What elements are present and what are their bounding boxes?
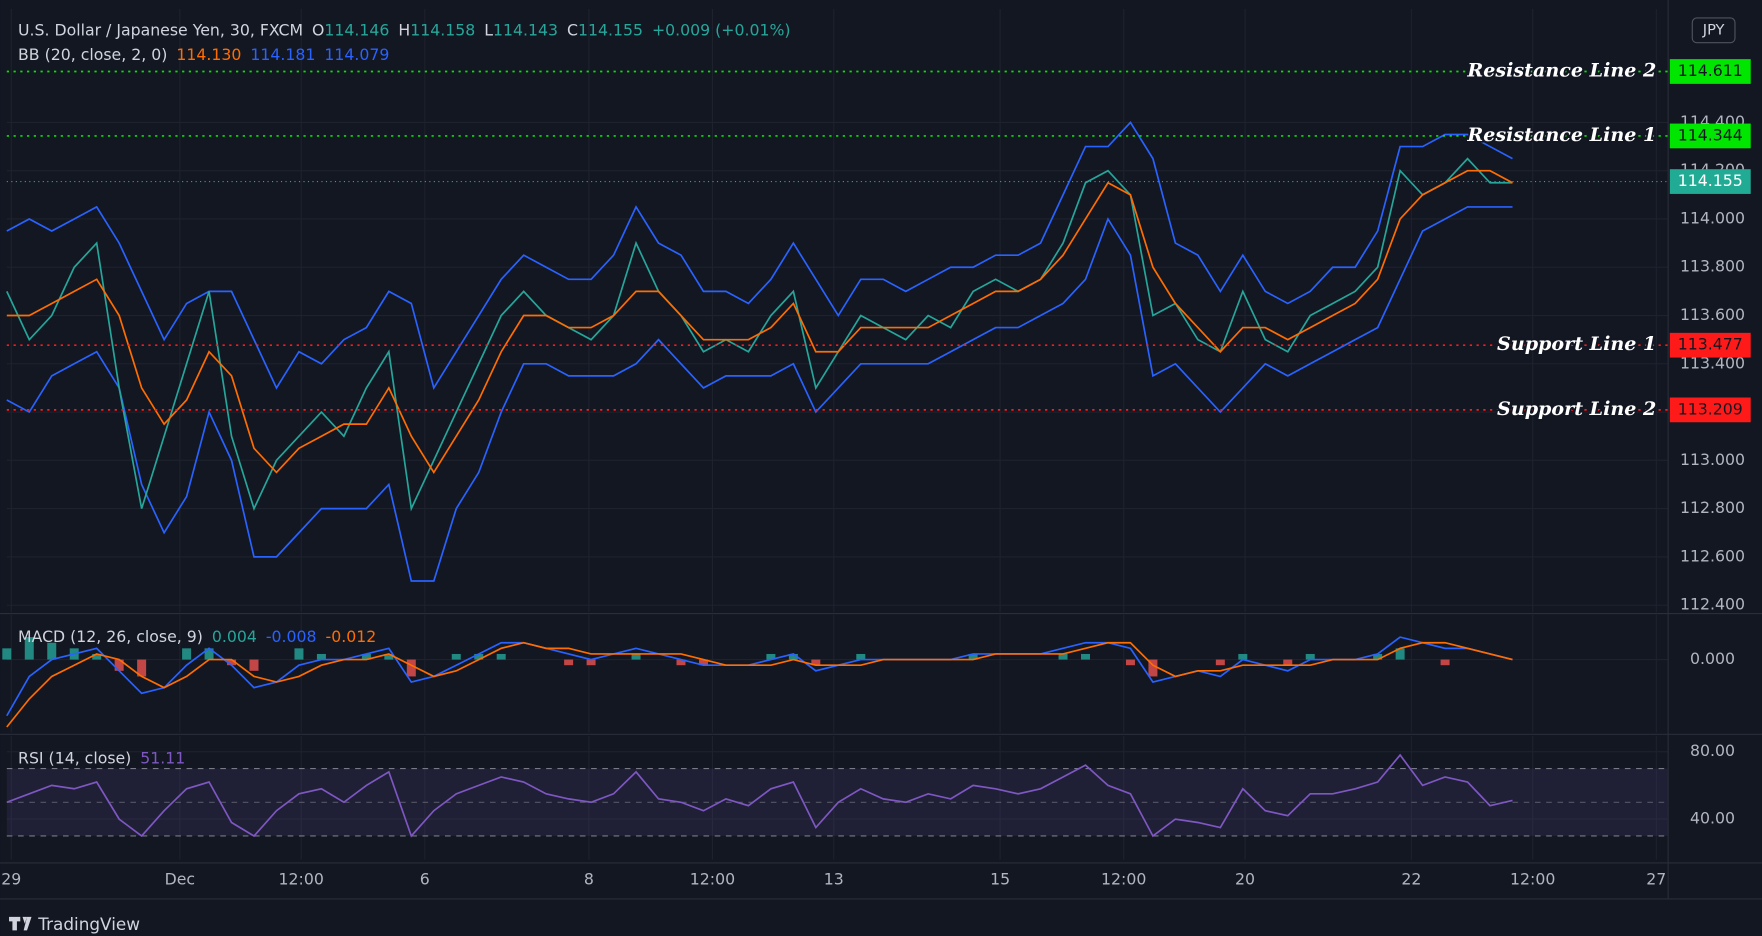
x-tick-label: 15 (990, 869, 1010, 888)
x-tick-label: 13 (824, 869, 844, 888)
histogram-bar (452, 654, 461, 660)
x-tick-label: 12:00 (279, 869, 324, 888)
ohlc-value: 114.158 (410, 20, 475, 39)
x-tick-label: Dec (165, 869, 195, 888)
histogram-bar (1081, 654, 1090, 660)
indicator-value: -0.008 (266, 627, 317, 646)
histogram-bar (2, 648, 11, 659)
y-tick-label: 112.400 (1680, 595, 1745, 614)
level-label: Support Line 1 (1497, 332, 1656, 355)
change: +0.009 (+0.01%) (652, 20, 791, 39)
y-tick-label: 113.600 (1680, 305, 1745, 324)
level-label: Resistance Line 2 (1466, 59, 1656, 82)
indicator-value: 114.181 (250, 45, 315, 64)
indicator-value: 51.11 (140, 748, 185, 767)
level-price: 113.209 (1678, 399, 1743, 418)
histogram-bar (497, 654, 506, 660)
histogram-bar (182, 648, 191, 659)
legend: U.S. Dollar / Japanese Yen, 30, FXCMO114… (18, 20, 791, 39)
x-tick-label: 6 (420, 869, 430, 888)
y-tick-label: 113.000 (1680, 450, 1745, 469)
x-tick-label: 20 (1235, 869, 1255, 888)
x-tick-label: 29 (1, 869, 21, 888)
ohlc-label: O (312, 20, 324, 39)
indicator-value: 0.004 (212, 627, 257, 646)
level-price: 113.477 (1678, 335, 1743, 354)
ohlc-value: 114.155 (578, 20, 643, 39)
y-tick-label: 112.800 (1680, 498, 1745, 517)
indicator-value: 114.079 (324, 45, 389, 64)
ohlc-label: L (484, 20, 493, 39)
indicator-value: -0.012 (326, 627, 377, 646)
level-label: Resistance Line 1 (1466, 123, 1656, 146)
y-tick-label: 112.600 (1680, 546, 1745, 565)
ohlc-label: H (398, 20, 410, 39)
histogram-bar (564, 660, 573, 666)
legend-title: RSI (14, close) (18, 748, 131, 767)
y-tick-label: 80.00 (1690, 741, 1735, 760)
level-price: 114.344 (1678, 125, 1743, 144)
ohlc-label: C (567, 20, 578, 39)
currency: JPY (1702, 21, 1725, 38)
x-tick-label: 12:00 (1510, 869, 1555, 888)
histogram-bar (250, 660, 259, 671)
histogram-bar (294, 648, 303, 659)
level-price: 114.611 (1678, 61, 1743, 80)
y-tick-label: 114.000 (1680, 208, 1745, 227)
histogram-bar (1126, 660, 1135, 666)
y-tick-label: 0.000 (1690, 649, 1735, 668)
y-tick-label: 40.00 (1690, 809, 1735, 828)
brand: TradingView (37, 914, 140, 934)
last-price: 114.155 (1678, 171, 1743, 190)
legend-title: MACD (12, 26, close, 9) (18, 627, 203, 646)
indicator-title: BB (20, close, 2, 0) (18, 45, 167, 64)
legend-title: U.S. Dollar / Japanese Yen, 30, FXCM (18, 20, 303, 39)
legend: RSI (14, close) 51.11 (18, 748, 185, 767)
indicator-value: 114.130 (176, 45, 241, 64)
x-tick-label: 8 (584, 869, 594, 888)
x-tick-label: 12:00 (1101, 869, 1146, 888)
histogram-bar (1441, 660, 1450, 666)
y-tick-label: 113.800 (1680, 257, 1745, 276)
x-tick-label: 22 (1401, 869, 1421, 888)
histogram-bar (407, 660, 416, 677)
ohlc-value: 114.146 (324, 20, 389, 39)
level-label: Support Line 2 (1497, 397, 1656, 420)
histogram-bar (1216, 660, 1225, 666)
legend: BB (20, close, 2, 0) 114.130 114.181 114.07… (18, 45, 389, 64)
x-tick-label: 27 (1646, 869, 1666, 888)
x-tick-label: 12:00 (690, 869, 735, 888)
ohlc-value: 114.143 (493, 20, 558, 39)
